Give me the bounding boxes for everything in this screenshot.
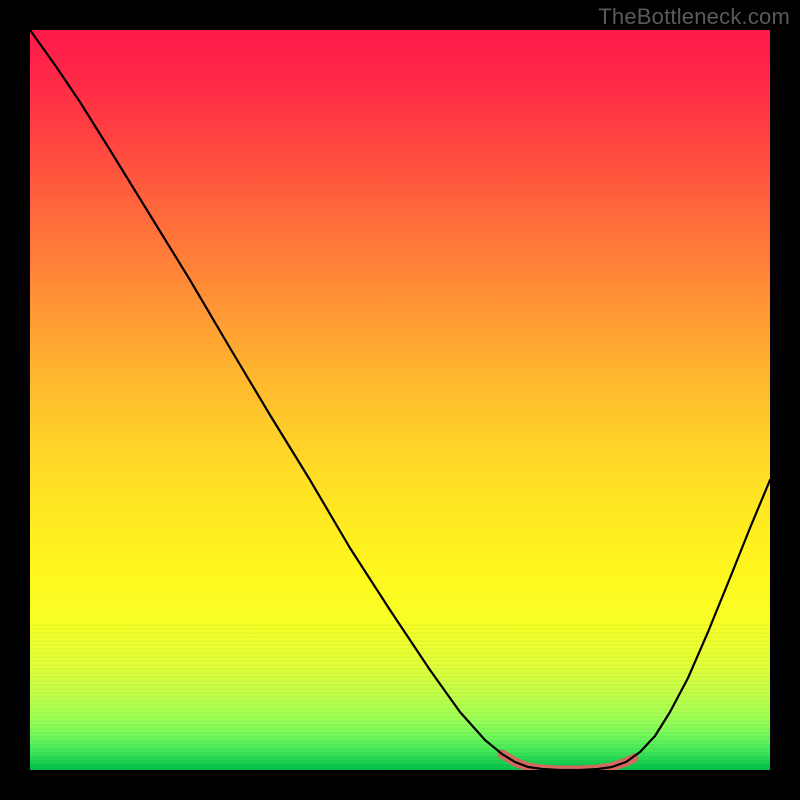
- chart-frame: TheBottleneck.com: [0, 0, 800, 800]
- gradient-background: [30, 30, 770, 770]
- watermark-text: TheBottleneck.com: [598, 4, 790, 30]
- plot-area: [30, 30, 770, 770]
- bottleneck-curve-chart: [30, 30, 770, 770]
